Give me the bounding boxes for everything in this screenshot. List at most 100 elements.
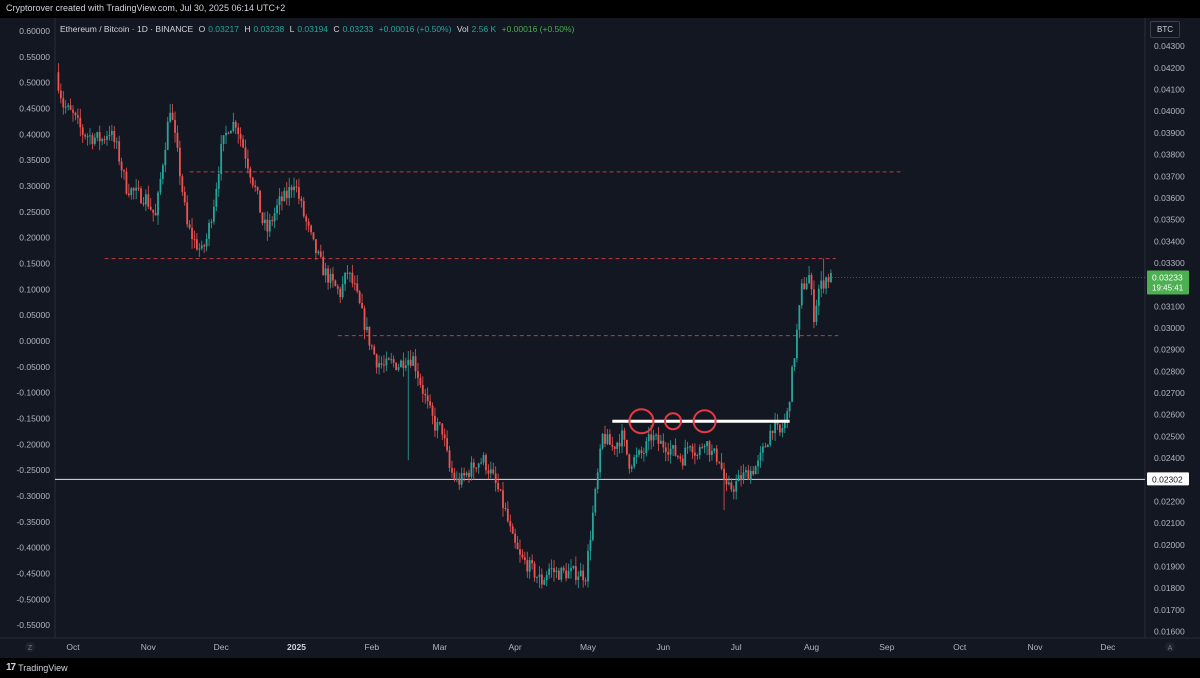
candle-body (67, 105, 70, 107)
candle-body (662, 440, 665, 448)
candle-body (295, 186, 298, 188)
candle-body (72, 109, 74, 113)
candle-body (613, 446, 616, 449)
candle-body (327, 268, 329, 283)
candle-body (392, 359, 395, 363)
candle-body (735, 481, 738, 492)
candle-body (788, 401, 791, 412)
candle-body (390, 359, 393, 361)
candle-body (125, 171, 128, 194)
candle-body (101, 139, 104, 142)
candle-body (120, 161, 123, 171)
candle-body (754, 466, 757, 475)
candle-body (91, 135, 94, 144)
candle-body (429, 401, 432, 406)
candle-body (502, 490, 504, 508)
candle-body (497, 482, 500, 490)
candle-body (543, 580, 546, 585)
price-chart[interactable]: 0.60000 0.55000 0.50000 0.45000 0.40000 0.350… (0, 18, 1200, 658)
currency-badge[interactable]: BTC (1150, 21, 1180, 38)
candle-body (611, 444, 614, 447)
candle-body (334, 280, 337, 287)
open-label: O (198, 24, 206, 34)
candle-body (79, 117, 82, 128)
candle-body (815, 305, 818, 323)
candle-body (696, 455, 699, 457)
right-axis-tick: 0.03100 (1154, 301, 1185, 311)
left-axis-tick: -0.30000 (16, 491, 50, 501)
candle-body (723, 468, 725, 480)
candle-body (446, 438, 449, 451)
candle-body (183, 191, 186, 203)
candle-body (363, 308, 366, 331)
right-axis-tick: 0.02600 (1154, 410, 1185, 420)
candle-body (805, 283, 808, 290)
candle-body (521, 554, 524, 558)
tradingview-logo[interactable]: 17 TradingView (6, 662, 68, 673)
candle-body (487, 470, 490, 474)
right-axis-tick: 0.02200 (1154, 496, 1185, 506)
candle-body (315, 239, 317, 254)
time-axis-label: Dec (214, 642, 230, 652)
candle-body (332, 273, 334, 281)
circled-high (628, 408, 655, 435)
candle-body (62, 98, 65, 108)
candle-body (766, 444, 769, 447)
candle-body (247, 158, 249, 169)
tradingview-logo-icon: 17 (6, 662, 16, 673)
candle-body (701, 447, 704, 449)
candle-body (103, 139, 106, 141)
candle-body (242, 139, 244, 148)
candle-body (599, 448, 602, 473)
left-axis-tick: -0.40000 (16, 543, 50, 553)
candle-body (210, 221, 213, 223)
candle-body (793, 358, 796, 367)
candle-body (178, 147, 181, 177)
candle-body (123, 170, 125, 172)
chart-area[interactable]: 0.60000 0.55000 0.50000 0.45000 0.40000 0.350… (0, 18, 1200, 658)
candle-body (676, 455, 679, 457)
candle-body (548, 568, 551, 575)
candle-body (254, 185, 257, 188)
right-axis-tick: 0.03900 (1154, 128, 1185, 138)
candle-body (424, 393, 427, 396)
right-axis-tick: 0.03300 (1154, 258, 1185, 268)
candle-body (604, 433, 606, 444)
candle-body (579, 570, 582, 577)
candle-body (113, 130, 116, 143)
candle-body (195, 239, 198, 250)
change-value: +0.00016 (+0.50%) (378, 24, 452, 34)
candle-body (208, 222, 210, 239)
candle-body (115, 141, 118, 143)
candle-body (645, 441, 648, 453)
right-axis-tick: 0.03800 (1154, 150, 1185, 160)
candle-body (681, 458, 684, 466)
candle-body (322, 256, 325, 276)
zoom-corner-button: Z (25, 642, 35, 652)
candle-body (222, 135, 225, 144)
candle-body (803, 283, 806, 290)
candle-body (370, 345, 373, 347)
candle-body (244, 147, 247, 159)
candle-body (591, 512, 594, 540)
candle-body (217, 174, 220, 189)
left-axis-tick: 0.35000 (19, 155, 50, 165)
footer-bar: 17 TradingView (0, 658, 1200, 678)
candle-body (64, 106, 67, 108)
candle-body (774, 421, 776, 434)
time-axis-label: May (580, 642, 597, 652)
candle-body (298, 187, 300, 199)
right-axis-tick: 0.02000 (1154, 540, 1185, 550)
candles (57, 63, 832, 589)
candle-body (81, 127, 84, 135)
candle-body (358, 291, 361, 303)
candle-body (674, 445, 677, 456)
candle-body (74, 112, 77, 116)
candle-body (625, 439, 628, 455)
candle-body (494, 473, 497, 483)
left-axis-tick: 0.00000 (19, 336, 50, 346)
volume-value: 2.56 K (471, 24, 497, 34)
candle-body (268, 220, 271, 232)
candle-body (594, 489, 597, 513)
